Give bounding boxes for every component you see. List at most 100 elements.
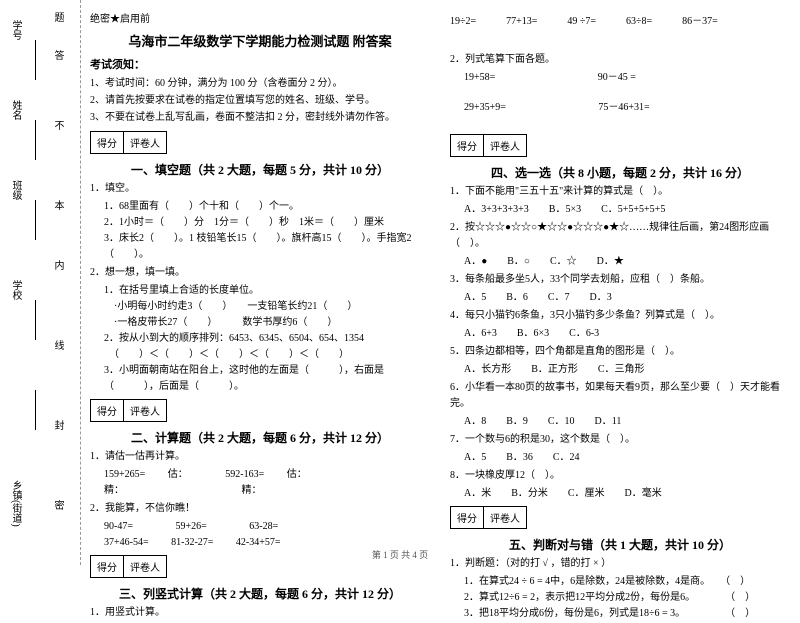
cell: 42-34+57= (236, 537, 281, 548)
binding-margin: 学号 姓名 班级 学校 乡镇(街道) 答 题 不 本 内 线 封 密 (0, 0, 81, 565)
score-box: 得分 评卷人 (450, 506, 527, 529)
bind-line (35, 120, 36, 160)
cell: 159+265= (104, 469, 145, 480)
spacer (450, 32, 790, 50)
q1-item: 3．床长2（ ）。1 枝铅笔长15（ ）。旗杆高15（ ）。手指宽2（ ）。 (104, 231, 430, 263)
q2-item: ·小明每小时约走3（ ） 一支铅笔长约21（ ） (104, 299, 430, 315)
notice-title: 考试须知： (90, 56, 430, 72)
mcq: 1．下面不能用"三五十五"来计算的算式是（ ）。 (450, 184, 790, 200)
spacer (450, 86, 790, 100)
mcq-opts: A．长方形 B．正方形 C．三角形 (464, 362, 790, 378)
q4-row: 90-47= 59+26= 63-28= (104, 519, 430, 535)
q1-item: 2．1小时＝（ ）分 1分＝（ ）秒 1米＝（ ）厘米 (104, 215, 430, 231)
q5-title: 1．用竖式计算。 (90, 605, 430, 621)
section-1-title: 一、填空题（共 2 大题，每题 5 分，共计 10 分） (90, 161, 430, 178)
score-box: 得分 评卷人 (450, 134, 527, 157)
mcq: 2．按☆☆☆●☆☆○★☆☆●☆☆☆●★☆……规律往后画，第24图形应画（ ）。 (450, 220, 790, 252)
mcq-opts: A．5 B．6 C．7 D．3 (464, 290, 790, 306)
bind-line (35, 390, 36, 430)
bind-marker: 封 (50, 420, 65, 430)
bind-label-id: 学号 (8, 20, 23, 40)
rule: 1、考试时间：60 分钟，满分为 100 分（含卷面分 2 分）。 (90, 76, 430, 91)
q4-title: 2．我能算，不信你瞧！ (90, 501, 430, 517)
cell: 90－45 = (598, 72, 636, 83)
q6-row: 19+58= 90－45 = (464, 70, 790, 86)
bind-marker: 密 (50, 500, 65, 510)
col2-expr: 19÷2= 77+13= 49 ÷7= 63÷8= 86－37= (450, 14, 790, 30)
q3-row: 精： 精： (104, 483, 430, 499)
left-column: 绝密★启用前 乌海市二年级数学下学期能力检测试题 附答案 考试须知： 1、考试时… (90, 10, 430, 623)
bind-marker: 不 (50, 120, 65, 130)
q2-item: 1．在括号里填上合适的长度单位。 (104, 283, 430, 299)
q3-title: 1．请估一估再计算。 (90, 449, 430, 465)
mcq: 8．一块橡皮厚12（ ）。 (450, 468, 790, 484)
section-3-title: 三、列竖式计算（共 2 大题，每题 6 分，共计 12 分） (90, 585, 430, 602)
rule: 3、不要在试卷上乱写乱画，卷面不整洁扣 2 分，密封线外请勿作答。 (90, 110, 430, 125)
mcq: 4．每只小猫钓6条鱼，3只小猫钓多少条鱼？列算式是（ ）。 (450, 308, 790, 324)
bind-marker: 题 (50, 12, 65, 22)
bind-label-name: 姓名 (8, 100, 23, 120)
section-4-title: 四、选一选（共 8 小题，每题 2 分，共计 16 分） (450, 164, 790, 181)
q3-row: 159+265= 估： 592-163= 估： (104, 467, 430, 483)
cell: 90-47= (104, 521, 133, 532)
secret-mark: 绝密★启用前 (90, 10, 430, 25)
mcq: 3．每条船最多坐5人，33个同学去划船，应租（ ）条船。 (450, 272, 790, 288)
mcq-opts: A．8 B．9 C．10 D．11 (464, 414, 790, 430)
mcq: 7．一个数与6的积是30，这个数是（ ）。 (450, 432, 790, 448)
bind-label-school: 学校 (8, 280, 23, 300)
q1-title: 1．填空。 (90, 181, 430, 197)
grader-label: 评卷人 (124, 132, 166, 153)
cell: 估： (287, 469, 307, 480)
cell: 592-163= (225, 469, 264, 480)
q2-item: （ ）＜（ ）＜（ ）＜（ ）＜（ ） (104, 347, 430, 363)
q6-title: 2．列式笔算下面各题。 (450, 52, 790, 68)
judge-item: 2．算式12÷6 = 2，表示把12平均分成2份，每份是6。 （ ） (464, 590, 790, 606)
mcq-opts: A．3+3+3+3+3 B．5×3 C．5+5+5+5+5 (464, 202, 790, 218)
score-label: 得分 (451, 135, 484, 156)
section-2-title: 二、计算题（共 2 大题，每题 6 分，共计 12 分） (90, 429, 430, 446)
q2-title: 2．想一想，填一填。 (90, 265, 430, 281)
mcq-opts: A．5 B．36 C．24 (464, 450, 790, 466)
cell: 81-32-27= (171, 537, 213, 548)
rule: 2、请首先按要求在试卷的指定位置填写您的姓名、班级、学号。 (90, 93, 430, 108)
mcq-opts: A．米 B．分米 C．厘米 D．毫米 (464, 486, 790, 502)
score-box: 得分 评卷人 (90, 131, 167, 154)
bind-line (35, 200, 36, 240)
judge-item: 1．在算式24 ÷ 6 = 4中，6是除数，24是被除数，4是商。 （ ） (464, 574, 790, 590)
bind-label-class: 班级 (8, 180, 23, 200)
cell: 精： (242, 485, 262, 496)
page-title: 乌海市二年级数学下学期能力检测试题 附答案 (90, 31, 430, 50)
cell: 19+58= (464, 72, 495, 83)
cell: 59+26= (175, 521, 206, 532)
bind-marker: 本 (50, 200, 65, 210)
bind-marker: 线 (50, 340, 65, 350)
q2-item: ·一格皮带长27（ ） 数学书厚约6（ ） (104, 315, 430, 331)
right-column: 19÷2= 77+13= 49 ÷7= 63÷8= 86－37= 2．列式笔算下… (450, 10, 790, 623)
grader-label: 评卷人 (484, 135, 526, 156)
cell: 精： (104, 485, 119, 496)
bind-label-town: 乡镇(街道) (8, 480, 23, 527)
mcq: 5．四条边都相等，四个角都是直角的图形是（ ）。 (450, 344, 790, 360)
q6-row: 29+35+9= 75－46+31= (464, 100, 790, 116)
bind-marker: 内 (50, 260, 65, 270)
cell: 75－46+31= (598, 102, 649, 113)
cell: 37+46-54= (104, 537, 149, 548)
q1-item: 1．68里面有（ ）个十和（ ）个一。 (104, 199, 430, 215)
score-label: 得分 (451, 507, 484, 528)
mcq: 6．小华看一本80页的故事书，如果每天看9页，那么至少要（ ）天才能看完。 (450, 380, 790, 412)
page-content: 绝密★启用前 乌海市二年级数学下学期能力检测试题 附答案 考试须知： 1、考试时… (90, 10, 790, 623)
bind-line (35, 40, 36, 80)
cell: 29+35+9= (464, 102, 506, 113)
q2-item: 3．小明面朝南站在阳台上，这时他的左面是（ ），右面是（ ），后面是（ ）。 (104, 363, 430, 395)
page-footer: 第 1 页 共 4 页 (0, 548, 800, 561)
spacer (450, 116, 790, 130)
score-label: 得分 (91, 132, 124, 153)
score-box: 得分 评卷人 (90, 399, 167, 422)
score-label: 得分 (91, 400, 124, 421)
bind-marker: 答 (50, 50, 65, 60)
grader-label: 评卷人 (484, 507, 526, 528)
mcq-opts: A．● B．○ C．☆ D．★ (464, 254, 790, 270)
grader-label: 评卷人 (124, 400, 166, 421)
cell: 63-28= (249, 521, 278, 532)
q2-item: 2．按从小到大的顺序排列：6453、6345、6504、654、1354 (104, 331, 430, 347)
